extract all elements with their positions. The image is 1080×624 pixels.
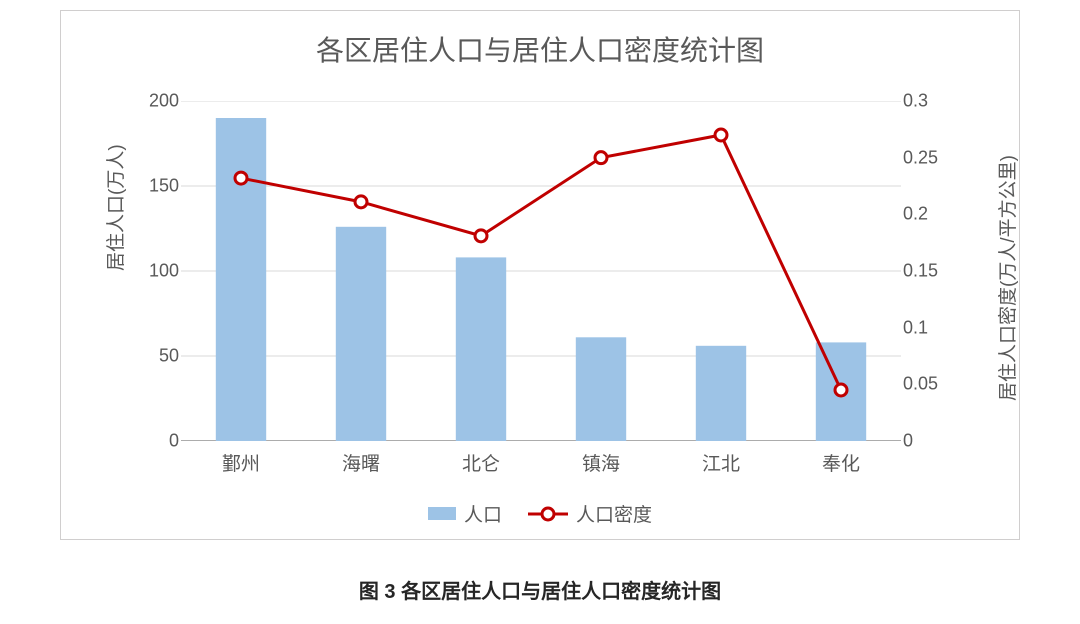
y-right-tick: 0.2 [903, 204, 963, 225]
legend-line-label: 人口密度 [576, 500, 652, 527]
y-left-tick: 50 [131, 346, 179, 367]
x-category-label: 江北 [702, 449, 740, 476]
y-right-tick: 0 [903, 431, 963, 452]
x-category-label: 镇海 [582, 449, 620, 476]
legend-item-line: 人口密度 [528, 500, 652, 527]
x-category-label: 海曙 [342, 449, 380, 476]
x-category-label: 奉化 [822, 449, 860, 476]
y-axis-left: 050100150200 [131, 101, 179, 441]
legend-bar-label: 人口 [464, 500, 502, 527]
figure-caption: 图 3 各区居住人口与居住人口密度统计图 [0, 575, 1080, 604]
chart-container: 各区居住人口与居住人口密度统计图 0 50 100 150 200 0 0.05 0.1 0.… [60, 10, 1020, 540]
plot-svg [181, 101, 901, 441]
y-right-tick: 0.05 [903, 374, 963, 395]
y-right-tick: 0.15 [903, 261, 963, 282]
y-left-tick: 0 [131, 431, 179, 452]
y-right-tick: 0.1 [903, 317, 963, 338]
y-right-tick: 0.25 [903, 147, 963, 168]
legend-bar-swatch [428, 507, 456, 520]
legend-item-bar: 人口 [428, 500, 502, 527]
x-category-label: 鄞州 [222, 449, 260, 476]
x-category-label: 北仑 [462, 449, 500, 476]
legend-line-swatch [528, 506, 568, 522]
legend: 人口 人口密度 [61, 500, 1019, 527]
x-axis-labels: 鄞州 海曙 北仑 镇海 江北 奉化 [181, 449, 901, 479]
y-axis-right-label: 居住人口密度(万人/平方公里) [993, 155, 1020, 401]
plot-area [181, 101, 901, 441]
y-axis-right: 00.050.10.150.20.250.3 [903, 101, 963, 441]
y-right-tick: 0.3 [903, 91, 963, 112]
y-left-tick: 100 [131, 261, 179, 282]
chart-title: 各区居住人口与居住人口密度统计图 [61, 11, 1019, 69]
y-axis-left-label: 居住人口(万人) [101, 144, 128, 271]
y-left-tick: 150 [131, 176, 179, 197]
y-left-tick: 200 [131, 91, 179, 112]
